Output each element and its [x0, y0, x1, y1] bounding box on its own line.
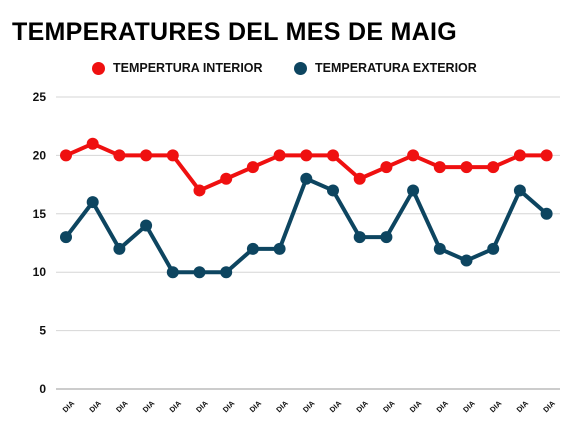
data-point-interior: [353, 172, 366, 185]
chart-legend: TEMPERTURA INTERIOR TEMPERATURA EXTERIOR: [0, 61, 582, 79]
x-tick-label: DIA: [408, 398, 424, 414]
x-tick-label: DIA: [461, 398, 477, 414]
data-point-exterior: [193, 266, 206, 279]
data-point-interior: [166, 149, 179, 162]
data-point-exterior: [407, 184, 420, 197]
x-tick-label: DIA: [381, 398, 397, 414]
data-point-interior: [220, 172, 233, 185]
x-tick-label: DIA: [488, 398, 504, 414]
data-point-exterior: [487, 242, 500, 255]
x-tick-label: DIA: [328, 398, 344, 414]
data-point-exterior: [86, 196, 99, 209]
legend-label-exterior: TEMPERATURA EXTERIOR: [315, 61, 477, 75]
data-point-exterior: [166, 266, 179, 279]
data-point-interior: [513, 149, 526, 162]
data-point-interior: [300, 149, 313, 162]
data-point-interior: [380, 161, 393, 174]
data-point-interior: [460, 161, 473, 174]
data-point-exterior: [140, 219, 153, 232]
data-point-interior: [327, 149, 339, 162]
data-point-interior: [60, 149, 72, 162]
data-point-exterior: [327, 184, 339, 197]
x-tick-label: DIA: [87, 398, 103, 414]
x-tick-label: DIA: [141, 398, 157, 414]
data-point-interior: [433, 161, 446, 174]
data-point-exterior: [353, 231, 366, 244]
data-point-interior: [540, 149, 553, 162]
data-point-interior: [273, 149, 286, 162]
x-tick-label: DIA: [221, 398, 237, 414]
legend-label-interior: TEMPERTURA INTERIOR: [113, 61, 263, 75]
data-point-interior: [86, 137, 99, 150]
x-tick-label: DIA: [301, 398, 317, 414]
data-point-interior: [193, 184, 206, 197]
y-tick-label: 0: [39, 382, 46, 396]
data-point-interior: [140, 149, 153, 162]
x-tick-label: DIA: [248, 398, 264, 414]
data-point-exterior: [460, 254, 473, 267]
legend-marker-interior: [92, 61, 105, 75]
data-point-exterior: [300, 172, 313, 185]
x-tick-label: DIA: [194, 398, 210, 414]
x-tick-label: DIA: [61, 398, 77, 414]
x-tick-label: DIA: [168, 398, 184, 414]
data-point-interior: [246, 161, 259, 174]
data-point-exterior: [540, 207, 553, 220]
data-point-exterior: [113, 242, 126, 255]
y-tick-label: 10: [33, 265, 47, 279]
x-tick-label: DIA: [114, 398, 130, 414]
x-tick-label: DIA: [515, 398, 531, 414]
data-point-exterior: [380, 231, 393, 244]
legend-marker-exterior: [294, 61, 307, 75]
y-tick-label: 20: [33, 148, 47, 162]
x-tick-label: DIA: [354, 398, 370, 414]
data-point-interior: [487, 161, 500, 174]
data-point-exterior: [60, 231, 72, 244]
data-point-interior: [113, 149, 126, 162]
x-tick-label: DIA: [435, 398, 451, 414]
data-point-exterior: [513, 184, 526, 197]
y-tick-label: 5: [39, 324, 46, 338]
data-point-exterior: [433, 242, 446, 255]
data-point-interior: [407, 149, 420, 162]
legend-item-exterior: TEMPERATURA EXTERIOR: [294, 61, 477, 75]
series-line-exterior: [64, 176, 549, 275]
x-tick-label: DIA: [274, 398, 290, 414]
legend-item-interior: TEMPERTURA INTERIOR: [92, 61, 263, 75]
data-point-exterior: [246, 242, 259, 255]
x-tick-label: DIA: [541, 398, 557, 414]
y-tick-label: 25: [33, 90, 47, 104]
data-point-exterior: [220, 266, 233, 279]
y-tick-label: 15: [33, 207, 47, 221]
data-point-exterior: [273, 242, 286, 255]
chart-title: TEMPERATURES DEL MES DE MAIG: [12, 18, 458, 46]
